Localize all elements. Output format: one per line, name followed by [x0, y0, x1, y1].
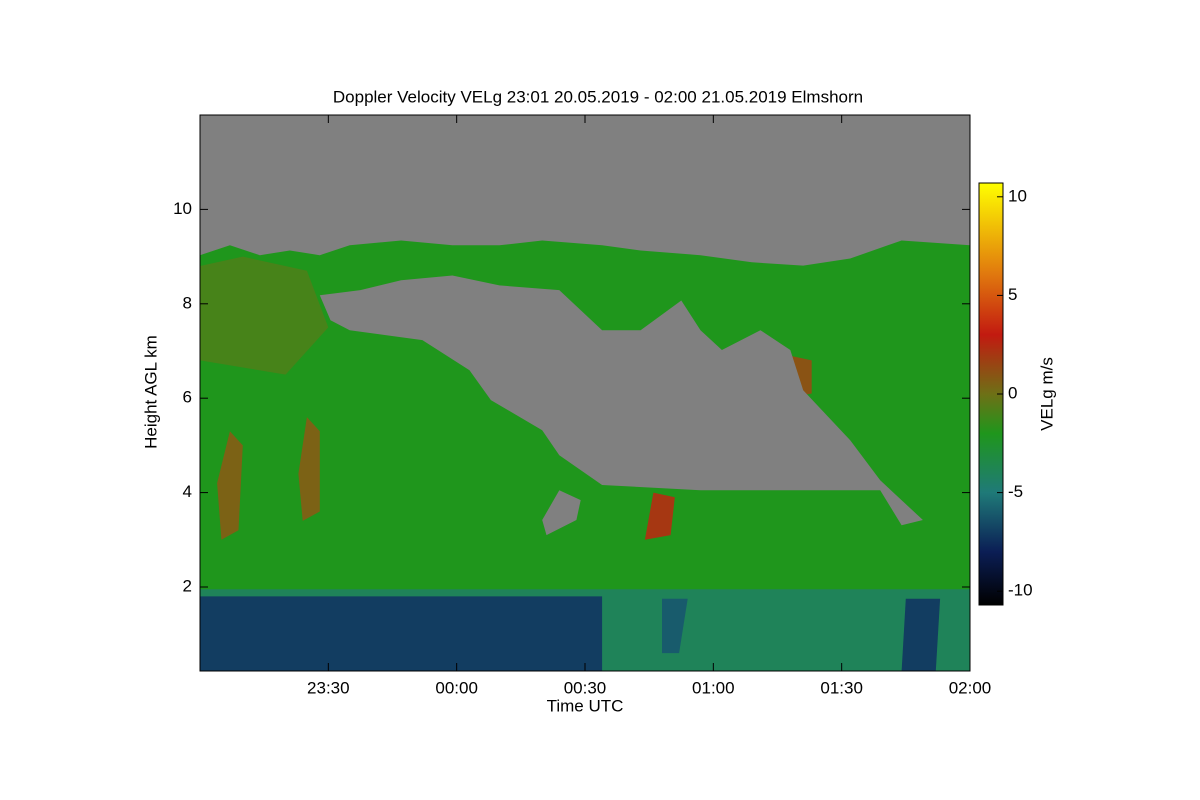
colorbar-tick-label: 5: [1008, 285, 1017, 304]
velocity-region: [298, 417, 320, 521]
x-tick-label: 00:00: [435, 678, 478, 697]
field: [200, 240, 970, 671]
x-tick-label: 02:00: [949, 678, 992, 697]
chart-title: Doppler Velocity VELg 23:01 20.05.2019 -…: [333, 87, 863, 106]
colorbar-tick-label: -5: [1008, 482, 1023, 501]
x-tick-label: 00:30: [564, 678, 607, 697]
x-tick-label: 01:30: [820, 678, 863, 697]
colorbar-tick-label: 10: [1008, 186, 1027, 205]
x-tick-label: 23:30: [307, 678, 350, 697]
y-tick-label: 8: [183, 293, 192, 312]
velocity-region: [200, 256, 329, 375]
y-tick-label: 4: [183, 482, 192, 501]
velocity-region: [644, 492, 675, 540]
velocity-region: [662, 598, 688, 654]
x-axis-label: Time UTC: [547, 696, 624, 715]
colorbar-label: VELg m/s: [1037, 357, 1056, 431]
velocity-region: [217, 431, 243, 540]
no-signal-area: [319, 275, 923, 526]
x-tick-label: 01:00: [692, 678, 735, 697]
colorbar-tick-label: -10: [1008, 581, 1033, 600]
y-tick-label: 2: [183, 576, 192, 595]
y-tick-label: 6: [183, 388, 192, 407]
colorbar-tick-label: 0: [1008, 383, 1017, 402]
no-signal-area: [542, 490, 581, 536]
velocity-region: [901, 598, 941, 671]
velocity-region: [200, 596, 603, 671]
y-tick-label: 10: [173, 199, 192, 218]
y-axis-label: Height AGL km: [141, 335, 160, 449]
